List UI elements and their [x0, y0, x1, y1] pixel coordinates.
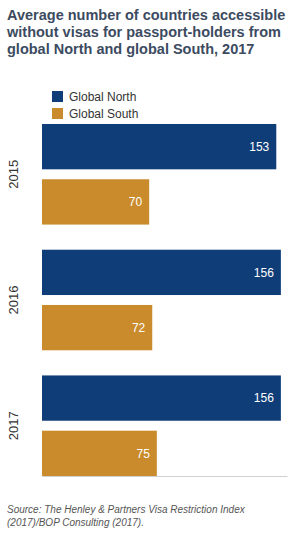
bars: [42, 124, 281, 476]
data-labels: 153 156 156 70 72 75: [129, 140, 274, 461]
tick: 2015: [6, 160, 42, 189]
y-axis: 2015 2016 2017: [6, 160, 42, 440]
title: Average number of countries accessiblewi…: [6, 7, 285, 57]
legend-swatch: [52, 91, 63, 102]
text-line: global North and global South, 2017: [7, 41, 254, 57]
bar: [42, 431, 157, 476]
tick: 2016: [6, 286, 42, 315]
legend-swatch: [52, 108, 63, 119]
data-label: 75: [136, 447, 150, 461]
legend: Global North Global South: [52, 90, 138, 121]
legend-label: Global North: [69, 90, 136, 104]
bar: [42, 179, 149, 224]
text-line: Source: The Henley & Partners Visa Restr…: [7, 504, 246, 515]
tick-label: 2016: [6, 286, 21, 315]
data-label: 153: [249, 140, 269, 154]
axis-line: [43, 476, 288, 477]
bar: [42, 305, 152, 350]
data-label: 156: [254, 266, 274, 280]
bar: [42, 250, 281, 295]
text-line: Average number of countries accessible: [7, 7, 285, 23]
bar: [42, 124, 276, 169]
data-label: 156: [254, 391, 274, 405]
tick-label: 2015: [6, 160, 21, 189]
x-axis: [43, 476, 288, 477]
text-line: without visas for passport-holders from: [6, 24, 281, 40]
bar: [42, 375, 281, 420]
chart: Average number of countries accessiblewi…: [0, 0, 300, 543]
legend-label: Global South: [69, 107, 138, 121]
data-label: 72: [132, 321, 146, 335]
text-line: (2017)/BOP Consulting (2017).: [7, 517, 144, 528]
source: Source: The Henley & Partners Visa Restr…: [7, 504, 246, 528]
tick: 2017: [6, 411, 42, 440]
data-label: 70: [129, 195, 143, 209]
tick-label: 2017: [6, 411, 21, 440]
